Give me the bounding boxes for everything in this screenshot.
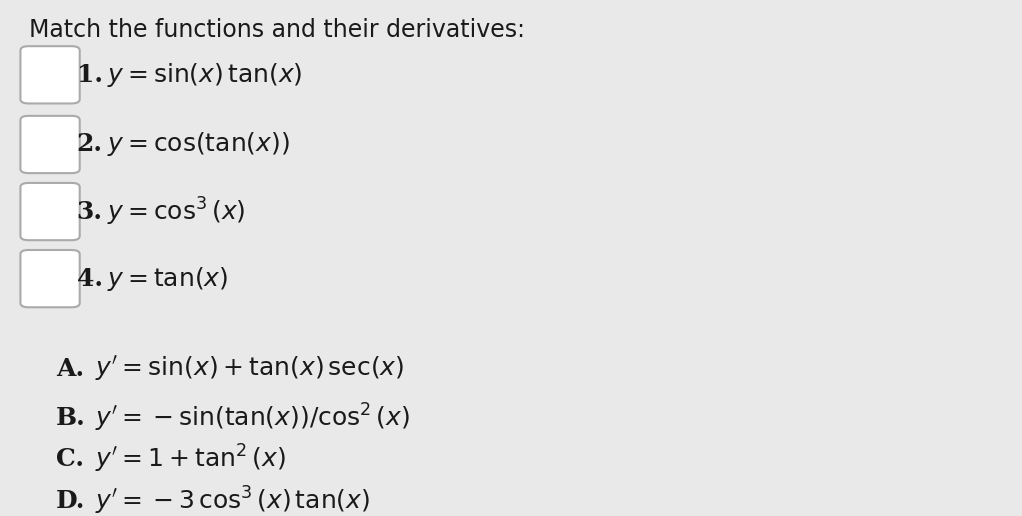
Text: A.: A. (56, 357, 85, 381)
Text: $y' = 1 + \tan^{2}(x)$: $y' = 1 + \tan^{2}(x)$ (95, 443, 286, 475)
FancyBboxPatch shape (20, 183, 80, 240)
Text: 4.: 4. (77, 267, 102, 291)
Text: $y = \sin(x)\,\tan(x)$: $y = \sin(x)\,\tan(x)$ (107, 61, 303, 89)
Text: $y' = -3\,\cos^{3}(x)\,\tan(x)$: $y' = -3\,\cos^{3}(x)\,\tan(x)$ (95, 485, 370, 516)
Text: B.: B. (56, 406, 86, 430)
FancyBboxPatch shape (20, 116, 80, 173)
Text: 1.: 1. (77, 63, 102, 87)
Text: 2.: 2. (77, 133, 102, 156)
Text: $y = \cos^{3}(x)$: $y = \cos^{3}(x)$ (107, 196, 246, 228)
FancyBboxPatch shape (20, 250, 80, 307)
Text: 3.: 3. (77, 200, 102, 223)
Text: $y' = \sin(x) + \tan(x)\,\sec(x)$: $y' = \sin(x) + \tan(x)\,\sec(x)$ (95, 354, 405, 383)
Text: D.: D. (56, 489, 86, 512)
Text: $y' = -\sin(\tan(x))/\cos^{2}(x)$: $y' = -\sin(\tan(x))/\cos^{2}(x)$ (95, 402, 410, 434)
Text: C.: C. (56, 447, 84, 471)
Text: $y = \cos(\tan(x))$: $y = \cos(\tan(x))$ (107, 131, 290, 158)
Text: Match the functions and their derivatives:: Match the functions and their derivative… (29, 18, 524, 42)
FancyBboxPatch shape (20, 46, 80, 103)
Text: $y = \tan(x)$: $y = \tan(x)$ (107, 265, 229, 293)
